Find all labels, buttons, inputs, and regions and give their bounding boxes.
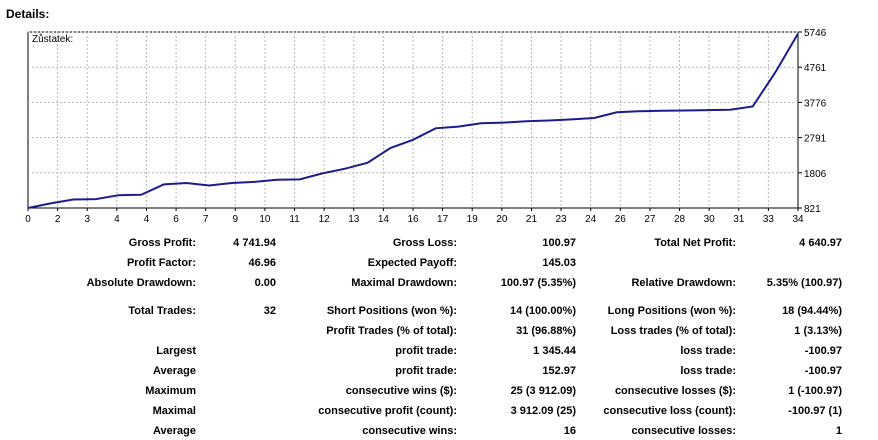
y-tick-label: 3776 [804,98,827,109]
y-tick-label: 4761 [804,63,827,74]
average-consec-loss-value: 1 [835,425,842,437]
maximal-label: Maximal [152,405,196,417]
largest-loss-label: loss trade: [680,345,736,357]
maximum-profit-value: 25 (3 912.09) [510,385,576,397]
maximum-label: Maximum [145,385,196,397]
loss-trades-value: 1 (3.13%) [794,325,842,337]
gross-profit-label: Gross Profit: [128,237,196,249]
relative-drawdown-value: 5.35% (100.97) [766,277,842,289]
maximal-loss-value: -100.97 (1) [788,405,842,417]
y-tick-label: 2791 [804,134,827,145]
x-tick-label: 2 [55,214,61,225]
x-tick-label: 20 [496,214,508,225]
total-trades-label: Total Trades: [128,305,196,317]
x-tick-label: 30 [704,214,716,225]
x-tick-label: 17 [437,214,449,225]
y-tick-label: 821 [804,204,821,215]
average-consec-label: Average [152,425,196,437]
maximal-loss-label: consecutive loss (count): [603,405,736,417]
x-tick-label: 31 [733,214,745,225]
average-label: Average [152,365,196,377]
x-tick-label: 14 [378,214,390,225]
x-tick-label: 6 [173,214,179,225]
x-tick-label: 11 [289,214,300,225]
average-consec-profit-value: 16 [563,425,576,437]
x-tick-label: 4 [114,214,120,225]
short-positions-value: 14 (100.00%) [509,305,576,317]
x-tick-label: 26 [615,214,627,225]
x-tick-label: 7 [203,214,209,225]
expected-payoff-value: 145.03 [542,257,576,269]
maximal-profit-value: 3 912.09 (25) [510,405,576,417]
average-profit-label: profit trade: [395,365,457,377]
largest-loss-value: -100.97 [804,345,842,357]
x-tick-label: 0 [25,214,31,225]
x-tick-label: 16 [407,214,419,225]
details-title: Details: [6,7,50,21]
expected-payoff-label: Expected Payoff: [367,257,457,269]
x-tick-label: 4 [144,214,150,225]
x-tick-label: 9 [233,214,239,225]
average-consec-profit-label: consecutive wins: [362,425,457,437]
profit-factor-label: Profit Factor: [126,257,196,269]
maximum-loss-value: 1 (-100.97) [788,385,842,397]
y-tick-label: 1806 [804,169,827,180]
absolute-drawdown-label: Absolute Drawdown: [86,277,196,289]
long-positions-value: 18 (94.44%) [782,305,842,317]
profit-trades-value: 31 (96.88%) [516,325,576,337]
balance-series-line [27,33,799,209]
x-tick-label: 21 [526,214,538,225]
relative-drawdown-label: Relative Drawdown: [631,277,736,289]
total-net-profit-label: Total Net Profit: [654,237,736,249]
maximum-loss-label: consecutive losses ($): [614,385,736,397]
loss-trades-label: Loss trades (% of total): [610,325,736,337]
average-loss-label: loss trade: [680,365,736,377]
x-tick-label: 28 [674,214,686,225]
short-positions-label: Short Positions (won %): [326,305,457,317]
average-consec-loss-label: consecutive losses: [631,425,736,437]
gross-loss-label: Gross Loss: [392,237,457,249]
gross-loss-value: 100.97 [542,237,576,249]
chart-title: Zůstatek: [32,33,73,45]
maximal-drawdown-value: 100.97 (5.35%) [500,277,576,289]
x-tick-label: 34 [792,214,804,225]
total-trades-value: 32 [263,305,276,317]
profit-trades-label: Profit Trades (% of total): [326,325,457,337]
x-tick-label: 27 [644,214,656,225]
x-tick-label: 24 [585,214,597,225]
x-tick-label: 10 [259,214,271,225]
profit-factor-value: 46.96 [248,257,276,269]
maximal-drawdown-label: Maximal Drawdown: [351,277,457,289]
average-profit-value: 152.97 [542,365,576,377]
absolute-drawdown-value: 0.00 [254,277,276,289]
x-tick-label: 3 [84,214,90,225]
gross-profit-value: 4 741.94 [233,237,276,249]
average-loss-value: -100.97 [804,365,842,377]
largest-profit-value: 1 345.44 [533,345,576,357]
largest-label: Largest [156,345,196,357]
maximum-profit-label: consecutive wins ($): [345,385,457,397]
balance-chart: 821 1806 2791 3776 4761 5746 0 2 3 4 4 6 7 9 10 11 12 13 1… [0,26,878,226]
x-tick-label: 12 [319,214,331,225]
x-tick-label: 13 [348,214,360,225]
total-net-profit-value: 4 640.97 [799,237,842,249]
x-tick-label: 33 [763,214,775,225]
maximal-profit-label: consecutive profit (count): [318,405,457,417]
largest-profit-label: profit trade: [395,345,457,357]
y-tick-label: 5746 [804,28,827,39]
x-tick-label: 23 [556,214,568,225]
long-positions-label: Long Positions (won %): [607,305,736,317]
x-tick-label: 19 [467,214,479,225]
